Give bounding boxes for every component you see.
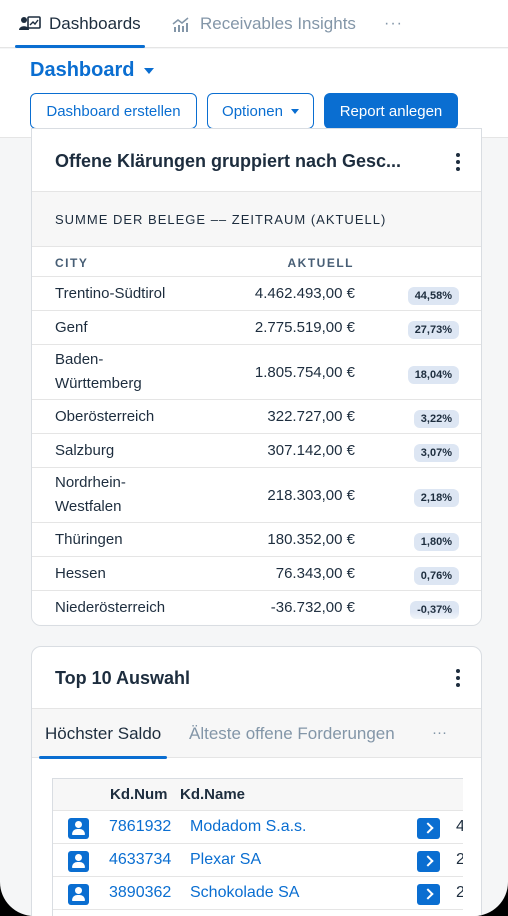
- city-table: Trentino-Südtirol 4.462.493,00 € 44,58% Gen…: [32, 277, 481, 625]
- table-row: Hessen 76.343,00 € 0,76%: [32, 557, 481, 591]
- amount-cell: 76.343,00 €: [275, 565, 355, 582]
- percent-badge: 1,80%: [413, 533, 459, 551]
- percent-badge: 3,07%: [413, 444, 459, 462]
- customer-name-link[interactable]: Schokolade SA: [190, 884, 300, 901]
- table-row: Thüringen 180.352,00 € 1,80%: [32, 523, 481, 557]
- percent-badge: 0,76%: [413, 567, 459, 585]
- create-dashboard-button[interactable]: Dashboard erstellen: [30, 93, 197, 129]
- top10-tab-bar: Höchster Saldo Älteste offene Forderunge…: [32, 708, 481, 759]
- customer-number-link[interactable]: 3890362: [109, 884, 172, 901]
- table-header: Kd.Num Kd.Name: [53, 779, 463, 811]
- table-row: Nordrhein- Westfalen 218.303,00 € 2,18%: [32, 468, 481, 523]
- table-header: CITY AKTUELL: [32, 247, 481, 277]
- customer-icon: [68, 851, 89, 872]
- city-cell: Oberösterreich: [55, 408, 155, 425]
- page-title: Dashboard: [30, 59, 135, 81]
- create-report-button[interactable]: Report anlegen: [324, 93, 458, 129]
- chevron-right-icon[interactable]: [417, 851, 440, 872]
- percent-badge: 2,18%: [413, 488, 459, 507]
- tab-oldest-receivables[interactable]: Älteste offene Forderungen: [189, 724, 395, 743]
- table-row: Baden- Württemberg 1.805.754,00 € 18,04%: [32, 345, 481, 400]
- card-subtitle: SUMME DER BELEGE –– ZEITRAUM (AKTUELL): [55, 212, 387, 227]
- table-row: Genf 2.775.519,00 € 27,73%: [32, 311, 481, 345]
- card-title: Top 10 Auswahl: [55, 668, 191, 688]
- truncated-value: 4: [456, 818, 463, 836]
- truncated-value: 2: [456, 884, 463, 902]
- tab-receivables-label: Receivables Insights: [200, 14, 356, 33]
- table-row[interactable]: 7861932 Modadom S.a.s. 4: [53, 811, 463, 844]
- city-cell: Nordrhein- Westfalen: [55, 474, 126, 515]
- more-tabs-button[interactable]: ···: [432, 724, 447, 741]
- truncated-value: 2: [456, 851, 463, 869]
- tab-dashboards[interactable]: Dashboards: [15, 0, 145, 48]
- amount-cell: 218.303,00 €: [267, 486, 355, 504]
- table-row[interactable]: 3890362 Schokolade SA 2: [53, 877, 463, 910]
- amount-cell: 1.805.754,00 €: [254, 363, 355, 381]
- amount-cell: 322.727,00 €: [267, 408, 355, 425]
- city-cell: Salzburg: [55, 442, 115, 459]
- chevron-down-icon: [290, 108, 299, 114]
- percent-badge: 3,22%: [413, 410, 459, 428]
- city-cell: Trentino-Südtirol: [55, 285, 166, 302]
- top-tab-bar: Dashboards Receivables Insights ···: [0, 0, 508, 48]
- percent-badge: 18,04%: [407, 365, 459, 384]
- table-row: Trentino-Südtirol 4.462.493,00 € 44,58%: [32, 277, 481, 311]
- customer-name-link[interactable]: Modadom S.a.s.: [190, 818, 307, 835]
- top10-card: Top 10 Auswahl Höchster Saldo Älteste of…: [31, 646, 482, 916]
- city-cell: Genf: [55, 319, 88, 336]
- table-row[interactable]: 4633734 Plexar SA 2: [53, 844, 463, 877]
- customer-table: Kd.Num Kd.Name 7861932 Modadom S.a.s. 4 463…: [52, 778, 463, 916]
- tab-highest-balance[interactable]: Höchster Saldo: [38, 724, 168, 759]
- card-menu-icon[interactable]: [456, 153, 460, 174]
- more-tabs-button[interactable]: ···: [384, 15, 403, 32]
- city-cell: Hessen: [55, 565, 106, 582]
- dashboard-icon: [19, 16, 41, 32]
- column-current: AKTUELL: [287, 256, 354, 270]
- options-label: Optionen: [222, 102, 283, 120]
- table-row: Oberösterreich 322.727,00 € 3,22%: [32, 400, 481, 434]
- column-customer-name: Kd.Name: [180, 786, 246, 803]
- chevron-right-icon[interactable]: [417, 818, 440, 839]
- customer-number-link[interactable]: 7861932: [109, 818, 172, 835]
- amount-cell: 4.462.493,00 €: [254, 285, 355, 302]
- amount-cell: 2.775.519,00 €: [254, 319, 355, 336]
- chevron-down-icon: [144, 67, 155, 74]
- chevron-right-icon[interactable]: [417, 884, 440, 905]
- customer-icon: [68, 884, 89, 905]
- options-button[interactable]: Optionen: [207, 93, 314, 129]
- dashboard-selector[interactable]: Dashboard: [30, 59, 155, 82]
- tab-dashboards-label: Dashboards: [49, 14, 141, 33]
- page-header: Dashboard Dashboard erstellen Optionen R…: [0, 49, 508, 138]
- column-city: CITY: [55, 256, 89, 270]
- percent-badge: 44,58%: [407, 287, 459, 305]
- table-row: Salzburg 307.142,00 € 3,07%: [32, 434, 481, 468]
- city-cell: Baden- Württemberg: [55, 351, 142, 392]
- card-menu-icon[interactable]: [456, 669, 460, 690]
- percent-badge: 27,73%: [407, 321, 459, 339]
- column-customer-number: Kd.Num: [110, 786, 168, 803]
- chart-icon: [172, 16, 192, 32]
- amount-cell: 307.142,00 €: [267, 442, 355, 459]
- customer-number-link[interactable]: 4633734: [109, 851, 172, 868]
- amount-cell: 180.352,00 €: [267, 531, 355, 548]
- scroll-fade: [32, 611, 481, 625]
- customer-name-link[interactable]: Plexar SA: [190, 851, 262, 868]
- tab-receivables-insights[interactable]: Receivables Insights: [172, 0, 356, 48]
- card-subheader: SUMME DER BELEGE –– ZEITRAUM (AKTUELL): [32, 191, 481, 247]
- city-cell: Thüringen: [55, 531, 123, 548]
- customer-icon: [68, 818, 89, 839]
- clarifications-card: Offene Klärungen gruppiert nach Gesc... …: [31, 128, 482, 626]
- card-title: Offene Klärungen gruppiert nach Gesc...: [55, 151, 402, 171]
